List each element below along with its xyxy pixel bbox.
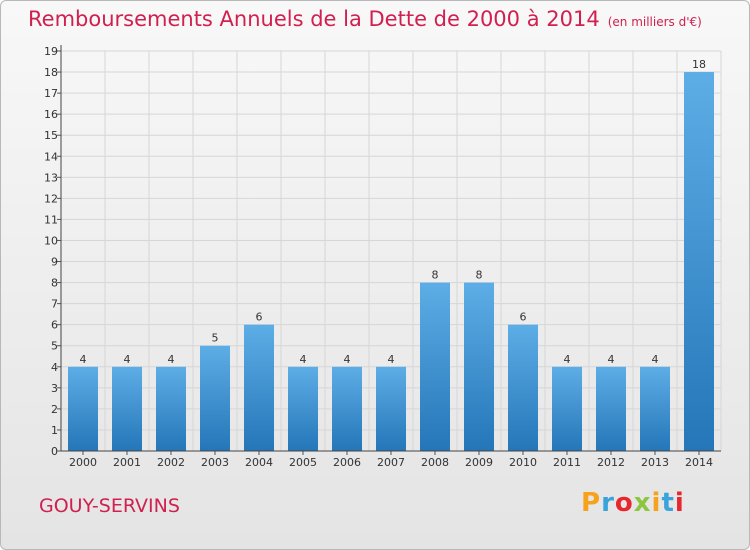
y-tick-label: 3 xyxy=(51,382,58,395)
bar xyxy=(200,345,230,451)
bar-value-label: 8 xyxy=(476,269,483,282)
bar-value-label: 4 xyxy=(300,353,307,366)
bar xyxy=(244,324,274,451)
chart-title: Remboursements Annuels de la Dette de 20… xyxy=(28,7,702,31)
x-tick-label: 2008 xyxy=(421,456,449,469)
y-tick-label: 16 xyxy=(44,108,58,121)
bar xyxy=(376,366,406,451)
y-tick-label: 13 xyxy=(44,171,58,184)
y-tick-label: 15 xyxy=(44,129,58,142)
axes xyxy=(57,45,721,455)
x-tick-label: 2004 xyxy=(245,456,273,469)
logo-letter: i xyxy=(674,488,685,518)
x-tick-label: 2002 xyxy=(157,456,185,469)
x-tick-label: 2003 xyxy=(201,456,229,469)
x-tick-label: 2005 xyxy=(289,456,317,469)
bar-value-label: 6 xyxy=(256,311,263,324)
x-tick-label: 2011 xyxy=(553,456,581,469)
bar xyxy=(596,366,626,451)
title-text: Remboursements Annuels de la Dette de 20… xyxy=(28,7,600,31)
bar xyxy=(552,366,582,451)
x-tick-label: 2009 xyxy=(465,456,493,469)
bar-value-label: 5 xyxy=(212,332,219,345)
bar xyxy=(684,72,714,451)
logo-letter: x xyxy=(633,488,652,518)
bar xyxy=(508,324,538,451)
bar-value-label: 18 xyxy=(692,58,706,71)
y-tick-label: 6 xyxy=(51,319,58,332)
bar xyxy=(420,282,450,451)
y-tick-label: 18 xyxy=(44,66,58,79)
bars xyxy=(68,72,714,451)
bar-value-label: 4 xyxy=(80,353,87,366)
x-tick-label: 2007 xyxy=(377,456,405,469)
logo-letter: r xyxy=(601,488,615,518)
y-tick-label: 5 xyxy=(51,340,58,353)
logo-letter: o xyxy=(614,488,634,518)
x-tick-label: 2006 xyxy=(333,456,361,469)
bar-value-label: 6 xyxy=(520,311,527,324)
bar xyxy=(68,366,98,451)
y-tick-label: 8 xyxy=(51,277,58,290)
y-tick-label: 1 xyxy=(51,424,58,437)
logo-letter: P xyxy=(581,488,602,518)
bar xyxy=(288,366,318,451)
proxiti-logo: Proxiti xyxy=(581,488,685,518)
x-tick-label: 2010 xyxy=(509,456,537,469)
bar xyxy=(112,366,142,451)
bar xyxy=(464,282,494,451)
y-tick-label: 2 xyxy=(51,403,58,416)
logo-letter: i xyxy=(651,488,662,518)
bar-value-label: 4 xyxy=(388,353,395,366)
bar-value-label: 4 xyxy=(652,353,659,366)
y-tick-label: 7 xyxy=(51,298,58,311)
bar-value-label: 4 xyxy=(124,353,131,366)
logo-letter: t xyxy=(661,488,675,518)
x-tick-label: 2001 xyxy=(113,456,141,469)
y-tick-label: 0 xyxy=(51,445,58,458)
bar-value-label: 4 xyxy=(344,353,351,366)
bar-value-label: 8 xyxy=(432,269,439,282)
bar-value-label: 4 xyxy=(564,353,571,366)
x-tick-label: 2013 xyxy=(641,456,669,469)
commune-name: GOUY-SERVINS xyxy=(39,495,180,517)
bar xyxy=(156,366,186,451)
unit-label: (en milliers d'€) xyxy=(607,15,702,29)
bar xyxy=(640,366,670,451)
y-tick-label: 12 xyxy=(44,192,58,205)
x-tick-label: 2000 xyxy=(69,456,97,469)
y-tick-label: 11 xyxy=(44,213,58,226)
y-tick-label: 9 xyxy=(51,256,58,269)
y-tick-label: 14 xyxy=(44,150,58,163)
y-tick-label: 10 xyxy=(44,234,58,247)
y-tick-label: 19 xyxy=(44,45,58,58)
x-tick-label: 2014 xyxy=(685,456,713,469)
bar-value-label: 4 xyxy=(168,353,175,366)
bar-value-label: 4 xyxy=(608,353,615,366)
x-tick-label: 2012 xyxy=(597,456,625,469)
bar xyxy=(332,366,362,451)
y-tick-label: 17 xyxy=(44,87,58,100)
y-tick-label: 4 xyxy=(51,361,58,374)
labels: 0123456789101112131415161718194200042001… xyxy=(44,45,713,469)
